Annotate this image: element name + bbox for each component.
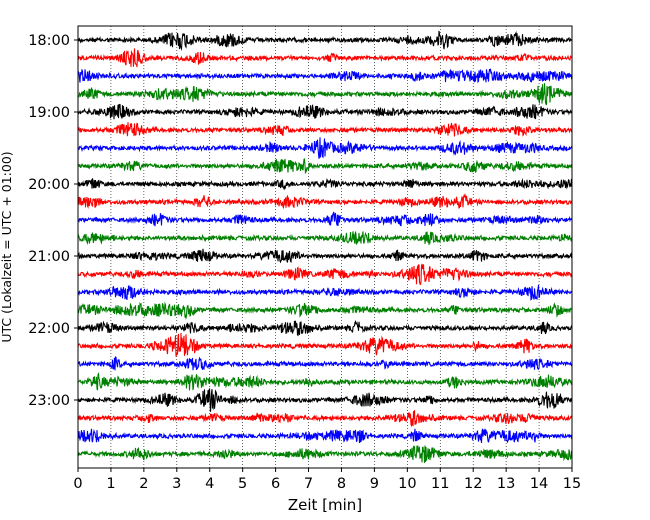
x-tick-label: 6 bbox=[271, 476, 280, 492]
y-tick-label: 20:00 bbox=[28, 177, 70, 193]
seismic-trace bbox=[77, 301, 573, 321]
x-axis-label: Zeit [min] bbox=[288, 496, 362, 514]
x-tick-label: 3 bbox=[172, 476, 181, 492]
seismic-trace bbox=[77, 333, 573, 357]
seismic-trace bbox=[77, 211, 573, 227]
seismic-trace bbox=[77, 192, 573, 210]
seismic-trace bbox=[77, 284, 573, 301]
x-tick-label: 4 bbox=[205, 476, 214, 492]
x-axis-ticks: 0 1 2 3 4 5 6 7 8 9 10 11 12 13 14 15 bbox=[73, 468, 581, 492]
x-tick-label: 0 bbox=[73, 476, 82, 492]
seismic-trace bbox=[77, 122, 573, 137]
seismic-trace bbox=[77, 177, 573, 191]
seismic-trace bbox=[77, 68, 573, 84]
seismic-trace bbox=[77, 372, 573, 391]
plot-frame bbox=[77, 25, 573, 469]
seismic-trace bbox=[77, 158, 573, 174]
seismic-trace bbox=[77, 231, 573, 246]
x-tick-label: 5 bbox=[238, 476, 247, 492]
seismic-trace bbox=[77, 103, 573, 120]
trace-rows bbox=[77, 30, 573, 463]
x-tick-label: 1 bbox=[106, 476, 115, 492]
seismic-trace bbox=[77, 356, 573, 371]
y-tick-label: 22:00 bbox=[28, 321, 70, 337]
seismic-trace bbox=[77, 83, 573, 106]
seismic-trace bbox=[77, 388, 573, 412]
seismic-trace bbox=[77, 320, 573, 337]
y-tick-label: 21:00 bbox=[28, 249, 70, 265]
seismic-trace bbox=[77, 410, 573, 428]
seismic-trace bbox=[77, 428, 573, 444]
y-tick-label: 23:00 bbox=[28, 393, 70, 409]
seismic-trace bbox=[77, 30, 573, 52]
x-tick-label: 8 bbox=[337, 476, 346, 492]
x-tick-label: 10 bbox=[398, 476, 416, 492]
x-tick-label: 7 bbox=[304, 476, 313, 492]
seismic-trace bbox=[77, 48, 573, 68]
seismic-trace bbox=[77, 445, 573, 463]
y-axis-ticks: 18:00 19:00 20:00 21:00 22:00 23:00 bbox=[28, 33, 78, 409]
x-tick-label: 13 bbox=[497, 476, 515, 492]
y-tick-label: 18:00 bbox=[28, 33, 70, 49]
x-tick-label: 12 bbox=[464, 476, 482, 492]
x-tick-label: 2 bbox=[139, 476, 148, 492]
seismic-trace bbox=[77, 263, 573, 286]
x-tick-label: 15 bbox=[563, 476, 581, 492]
y-axis-label: UTC (Lokalzeit = UTC + 01:00) bbox=[0, 151, 14, 342]
seismic-trace bbox=[77, 248, 573, 264]
x-tick-label: 11 bbox=[431, 476, 449, 492]
x-tick-label: 9 bbox=[370, 476, 379, 492]
x-tick-label: 14 bbox=[530, 476, 548, 492]
seismic-trace bbox=[77, 137, 573, 159]
y-tick-label: 19:00 bbox=[28, 105, 70, 121]
